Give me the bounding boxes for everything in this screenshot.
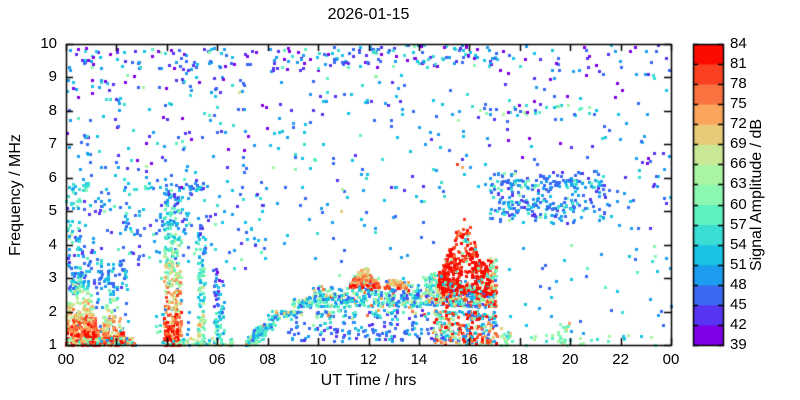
y-tick-label: 8 — [48, 101, 57, 119]
colorbar-tick-label: 72 — [730, 115, 747, 133]
y-tick-label: 6 — [48, 168, 57, 186]
y-tick-label: 4 — [48, 235, 57, 253]
colorbar-tick-label: 66 — [730, 155, 747, 173]
colorbar-tick-label: 84 — [730, 35, 747, 52]
y-tick-label: 9 — [48, 68, 57, 86]
x-tick-label: 14 — [410, 351, 428, 368]
y-tick-label: 1 — [48, 336, 57, 353]
colorbar-tick-label: 54 — [730, 235, 747, 253]
y-tick-label: 2 — [48, 302, 57, 320]
x-tick-label: 18 — [511, 351, 529, 368]
colorbar-tick-label: 69 — [730, 135, 747, 153]
y-tick-label: 7 — [48, 135, 57, 153]
y-tick-label: 10 — [40, 35, 57, 52]
x-tick-label: 16 — [460, 351, 478, 368]
x-tick-label: 12 — [360, 351, 377, 368]
x-axis-label: UT Time / hrs — [320, 372, 417, 389]
colorbar-tick-label: 39 — [730, 336, 747, 353]
x-tick-label: 06 — [208, 351, 226, 368]
colorbar-tick-label: 48 — [730, 275, 747, 293]
x-tick-label: 00 — [57, 351, 75, 368]
x-tick-label: 08 — [259, 351, 276, 368]
colorbar-tick-label: 51 — [730, 255, 747, 273]
y-tick-label: 3 — [48, 269, 57, 287]
colorbar-tick-label: 75 — [730, 95, 747, 113]
colorbar-tick-label: 63 — [730, 175, 747, 193]
chart-title: 2026-01-15 — [327, 6, 410, 23]
colorbar-tick-label: 45 — [730, 295, 747, 313]
colorbar-tick-label: 78 — [730, 75, 747, 93]
x-tick-label: 10 — [309, 351, 327, 368]
colorbar-label: Signal Amplitude / dB — [748, 118, 765, 272]
y-tick-label: 5 — [48, 202, 57, 220]
x-tick-label: 22 — [612, 351, 629, 368]
x-tick-label: 20 — [561, 351, 579, 368]
x-tick-label: 04 — [158, 351, 176, 368]
colorbar-tick-label: 42 — [730, 315, 747, 333]
colorbar-tick-label: 81 — [730, 55, 747, 73]
colorbar-tick-label: 60 — [730, 195, 747, 213]
x-tick-label: 00 — [662, 351, 680, 368]
colorbar-tick-label: 57 — [730, 215, 747, 233]
x-tick-label: 02 — [108, 351, 125, 368]
